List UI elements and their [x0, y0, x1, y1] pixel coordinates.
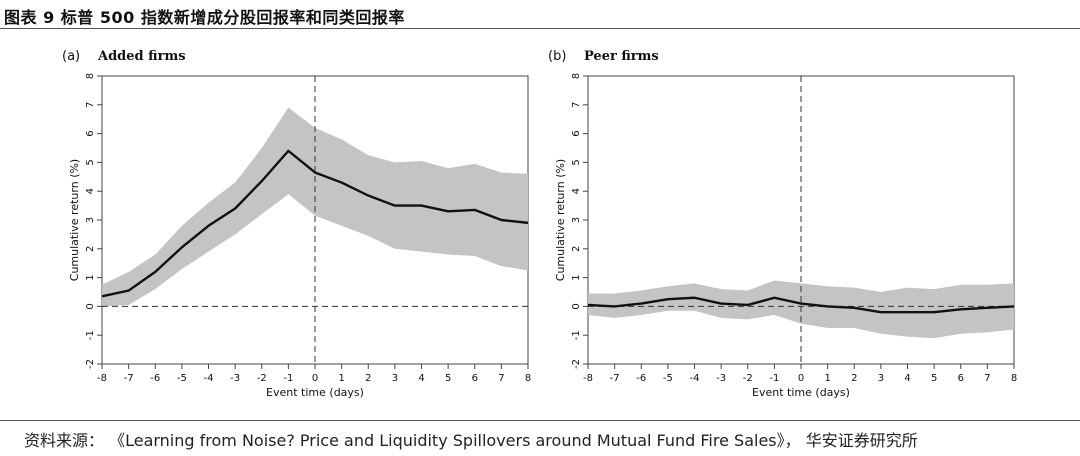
y-tick-label: 8	[85, 73, 96, 79]
chart-panel-peer-firms: (b) Peer firms -2 -1 0 1 2 3 4 5 6 7 8 -8 -7 -6 -5 -4 -3 -2…	[548, 49, 1017, 399]
y-tick-label: 7	[85, 102, 96, 108]
y-tick-label: 1	[85, 274, 96, 280]
x-tick-label: 7	[984, 373, 990, 384]
x-tick-label: -8	[97, 373, 107, 384]
x-tick-label: -1	[769, 373, 779, 384]
x-tick-label: 5	[445, 373, 451, 384]
x-tick-label: 4	[418, 373, 424, 384]
x-tick-label: -8	[583, 373, 593, 384]
x-tick-label: 6	[958, 373, 964, 384]
x-tick-label: -4	[204, 373, 214, 384]
x-axis-label: Event time (days)	[266, 386, 364, 399]
y-tick-label: 0	[85, 303, 96, 309]
y-tick-label: 6	[571, 130, 582, 136]
y-tick-label: 2	[85, 246, 96, 252]
x-tick-label: -2	[257, 373, 267, 384]
bottom-rule	[0, 420, 1080, 421]
y-axis-label: Cumulative return (%)	[554, 159, 567, 281]
x-tick-label: 1	[338, 373, 344, 384]
panel-letter: (a)	[62, 49, 80, 64]
x-tick-label: 4	[904, 373, 910, 384]
x-tick-label: -7	[610, 373, 620, 384]
x-tick-label: -1	[283, 373, 293, 384]
mean-return-line	[587, 296, 1015, 314]
x-tick-label: 8	[525, 373, 531, 384]
x-tick-label: -2	[743, 373, 753, 384]
panel-title: Added firms	[97, 49, 186, 64]
x-tick-label: 3	[878, 373, 884, 384]
y-tick-label: 3	[571, 217, 582, 223]
x-tick-label: -3	[716, 373, 726, 384]
x-tick-label: -3	[230, 373, 240, 384]
y-tick-label: 4	[85, 188, 96, 194]
x-tick-label: -6	[150, 373, 160, 384]
panel-letter: (b)	[548, 49, 566, 64]
x-tick-label: -5	[663, 373, 673, 384]
y-tick-label: 6	[85, 130, 96, 136]
y-tick-label: 2	[571, 246, 582, 252]
mean-return-line	[101, 149, 529, 298]
y-tick-label: 8	[571, 73, 582, 79]
x-tick-label: 8	[1011, 373, 1017, 384]
y-tick-label: 5	[571, 159, 582, 165]
x-tick-label: 2	[365, 373, 371, 384]
y-tick-label: 7	[571, 102, 582, 108]
x-tick-label: 1	[824, 373, 830, 384]
x-axis-label: Event time (days)	[752, 386, 850, 399]
x-tick-label: 7	[498, 373, 504, 384]
source-note: 资料来源： 《Learning from Noise? Price and Li…	[24, 431, 918, 450]
x-tick-label: 0	[312, 373, 318, 384]
figure-title: 图表 9 标普 500 指数新增成分股回报率和同类回报率	[4, 8, 405, 27]
x-tick-label: 0	[798, 373, 804, 384]
x-tick-label: 5	[931, 373, 937, 384]
x-tick-label: 2	[851, 373, 857, 384]
x-tick-label: -5	[177, 373, 187, 384]
chart-panel-added-firms: (a) Added firms -2 -1 0 1 2 3 4 5 6 7 8 -8 -7 -6 -5 -4 -3 -…	[62, 49, 531, 399]
y-tick-label: 4	[571, 188, 582, 194]
y-tick-label: -1	[85, 330, 96, 340]
x-tick-label: -4	[690, 373, 700, 384]
y-axis-label: Cumulative return (%)	[68, 159, 81, 281]
panel-title: Peer firms	[584, 49, 659, 64]
x-tick-label: -7	[124, 373, 134, 384]
x-tick-label: 6	[472, 373, 478, 384]
x-tick-label: -6	[636, 373, 646, 384]
y-tick-label: -2	[571, 359, 582, 369]
top-rule	[0, 28, 1080, 29]
y-tick-label: 1	[571, 274, 582, 280]
x-tick-label: 3	[392, 373, 398, 384]
y-tick-label: 5	[85, 159, 96, 165]
y-tick-label: -1	[571, 330, 582, 340]
y-tick-label: 3	[85, 217, 96, 223]
y-tick-label: 0	[571, 303, 582, 309]
y-tick-label: -2	[85, 359, 96, 369]
